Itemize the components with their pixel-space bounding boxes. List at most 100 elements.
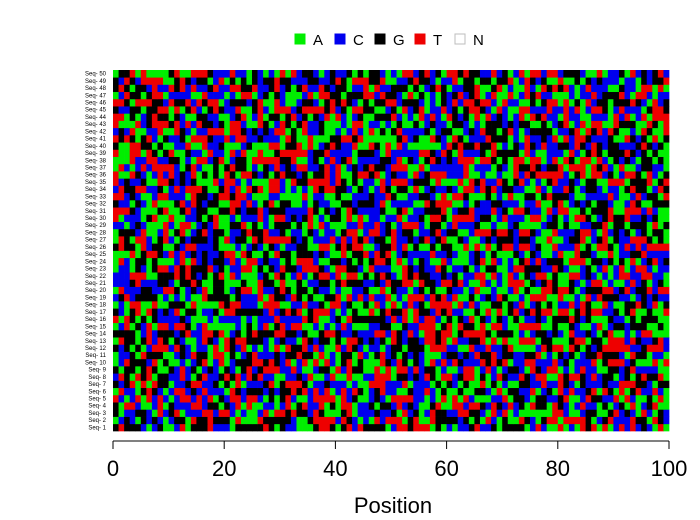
heatmap-cell bbox=[546, 279, 553, 287]
heatmap-cell bbox=[563, 214, 570, 222]
heatmap-cell bbox=[402, 293, 409, 302]
heatmap-cell bbox=[285, 337, 292, 345]
heatmap-cell bbox=[357, 113, 364, 121]
heatmap-cell bbox=[129, 127, 136, 136]
heatmap-cell bbox=[307, 279, 314, 287]
heatmap-cell bbox=[630, 301, 636, 309]
heatmap-cell bbox=[613, 185, 620, 194]
heatmap-cell bbox=[124, 199, 131, 208]
heatmap-cell bbox=[613, 91, 620, 100]
heatmap-cell bbox=[502, 113, 509, 121]
heatmap-cell bbox=[313, 394, 320, 403]
heatmap-cell bbox=[346, 127, 353, 136]
heatmap-cell bbox=[418, 409, 425, 417]
heatmap-cell bbox=[129, 301, 136, 309]
heatmap-cell bbox=[635, 315, 642, 324]
heatmap-cell bbox=[557, 380, 564, 389]
heatmap-cell bbox=[163, 163, 169, 172]
heatmap-cell bbox=[140, 286, 147, 295]
heatmap-cell bbox=[201, 77, 208, 85]
heatmap-cell bbox=[285, 185, 292, 194]
heatmap-cell bbox=[263, 113, 270, 121]
heatmap-cell bbox=[624, 127, 631, 136]
heatmap-cell bbox=[479, 344, 486, 352]
heatmap-cell bbox=[168, 322, 175, 331]
heatmap-cell bbox=[368, 315, 375, 324]
heatmap-cell bbox=[446, 199, 453, 208]
heatmap-cell bbox=[168, 149, 175, 157]
heatmap-cell bbox=[229, 250, 236, 259]
heatmap-cell bbox=[407, 344, 414, 352]
heatmap-cell bbox=[635, 236, 642, 244]
heatmap-cell bbox=[530, 243, 536, 251]
heatmap-cell bbox=[285, 243, 292, 251]
heatmap-cell bbox=[268, 308, 275, 316]
heatmap-cell bbox=[246, 243, 253, 251]
heatmap-cell bbox=[335, 315, 342, 324]
heatmap-cell bbox=[179, 344, 186, 352]
heatmap-cell bbox=[229, 387, 236, 396]
heatmap-cell bbox=[340, 149, 347, 157]
heatmap-cell bbox=[229, 221, 236, 230]
heatmap-cell bbox=[129, 120, 136, 129]
heatmap-cell bbox=[168, 199, 175, 208]
heatmap-cell bbox=[302, 402, 308, 410]
heatmap-cell bbox=[630, 373, 636, 381]
heatmap-cell bbox=[257, 423, 264, 432]
heatmap-cell bbox=[563, 98, 570, 107]
heatmap-cell bbox=[474, 301, 481, 309]
heatmap-cell bbox=[474, 243, 481, 251]
heatmap-cell bbox=[335, 214, 342, 222]
heatmap-cell bbox=[246, 77, 253, 85]
heatmap-cell bbox=[157, 84, 164, 93]
heatmap-cell bbox=[352, 257, 358, 266]
heatmap-cell bbox=[407, 308, 414, 316]
heatmap-cell bbox=[602, 373, 609, 381]
heatmap-cell bbox=[513, 120, 520, 129]
heatmap-cell bbox=[441, 149, 447, 157]
heatmap-cell bbox=[151, 286, 158, 295]
heatmap-cell bbox=[263, 171, 270, 179]
heatmap-cell bbox=[413, 416, 420, 425]
heatmap-cell bbox=[518, 185, 525, 194]
heatmap-cell bbox=[302, 337, 308, 345]
heatmap-cell bbox=[607, 113, 614, 121]
heatmap-cell bbox=[646, 373, 653, 381]
heatmap-cell bbox=[224, 214, 231, 222]
heatmap-cell bbox=[385, 344, 392, 352]
heatmap-cell bbox=[663, 402, 670, 410]
heatmap-cell bbox=[652, 416, 659, 425]
heatmap-cell bbox=[407, 185, 414, 194]
heatmap-cell bbox=[129, 387, 136, 396]
heatmap-cell bbox=[518, 192, 525, 201]
heatmap-cell bbox=[163, 77, 169, 85]
heatmap-cell bbox=[463, 402, 470, 410]
heatmap-cell bbox=[541, 127, 548, 136]
heatmap-cell bbox=[140, 358, 147, 367]
heatmap-cell bbox=[296, 113, 303, 121]
heatmap-cell bbox=[557, 272, 564, 280]
heatmap-cell bbox=[324, 337, 331, 345]
heatmap-cell bbox=[502, 134, 509, 143]
heatmap-cell bbox=[224, 301, 231, 309]
heatmap-cell bbox=[368, 272, 375, 280]
heatmap-cell bbox=[635, 163, 642, 172]
heatmap-cell bbox=[174, 149, 181, 157]
heatmap-cell bbox=[546, 329, 553, 338]
heatmap-cell bbox=[124, 214, 131, 222]
heatmap-cell bbox=[429, 423, 436, 432]
heatmap-cell bbox=[496, 373, 503, 381]
heatmap-cell bbox=[274, 344, 281, 352]
heatmap-cell bbox=[457, 387, 464, 396]
heatmap-cell bbox=[396, 221, 403, 230]
heatmap-cell bbox=[229, 344, 236, 352]
heatmap-cell bbox=[457, 207, 464, 215]
heatmap-cell bbox=[596, 192, 603, 201]
heatmap-cell bbox=[252, 178, 258, 186]
heatmap-cell bbox=[396, 279, 403, 287]
heatmap-cell bbox=[474, 207, 481, 215]
heatmap-cell bbox=[240, 272, 247, 280]
heatmap-cell bbox=[274, 257, 281, 266]
heatmap-cell bbox=[463, 380, 470, 389]
